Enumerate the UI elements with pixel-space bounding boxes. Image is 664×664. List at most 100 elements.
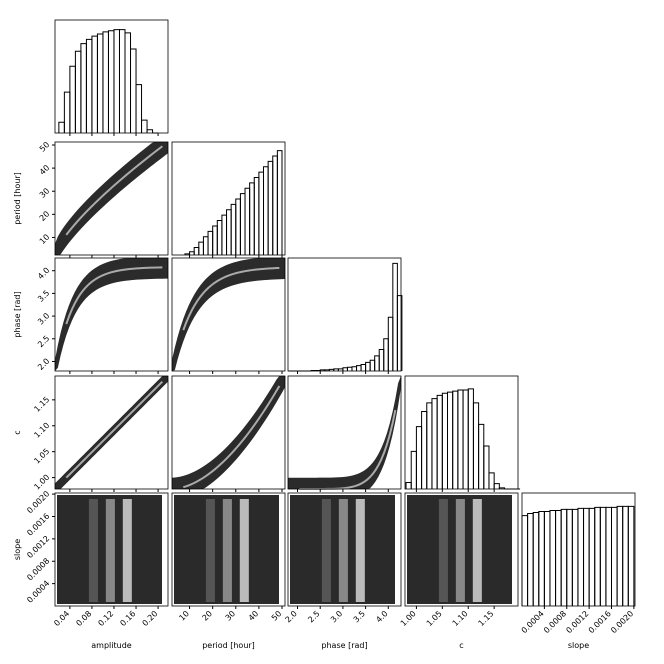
histogram-bin: [588, 507, 596, 606]
histogram-bin: [102, 31, 109, 133]
histogram-bin: [571, 508, 579, 606]
histogram-bin: [426, 402, 433, 489]
x-axis-label: period [hour]: [202, 641, 255, 650]
histogram-bin: [146, 129, 154, 133]
histogram-bin: [378, 348, 385, 371]
density-band: [355, 499, 365, 602]
y-tick-label: 0.0016: [25, 512, 51, 538]
x-axis-label: c: [459, 641, 463, 650]
y-tick-label: 1.00: [32, 473, 51, 492]
histogram-bin: [226, 209, 232, 255]
histogram-bin: [130, 48, 137, 133]
y-axis-label: c: [13, 430, 22, 434]
histogram-bin: [488, 472, 495, 489]
panel-frame: [404, 492, 519, 607]
panel-frame: [54, 257, 169, 372]
density-band: [105, 499, 115, 602]
histogram-bin: [577, 507, 585, 606]
histogram-bin: [441, 392, 449, 489]
density-contour: [182, 266, 280, 331]
x-tick-label: 2.5: [306, 609, 321, 624]
panel-frame: [404, 375, 519, 490]
histogram-bin: [239, 193, 246, 255]
x-tick-label: 4.0: [374, 609, 389, 624]
density-band: [321, 499, 331, 602]
density-band: [122, 499, 132, 602]
histogram-bin: [58, 121, 65, 133]
histogram-bin: [85, 38, 93, 133]
histogram-bin: [543, 510, 551, 606]
x-tick-label: 2.0: [284, 609, 299, 624]
density-band: [88, 499, 98, 602]
histogram-bin: [258, 171, 265, 255]
y-tick-label: 0.0020: [25, 489, 51, 515]
histogram-bin: [202, 236, 209, 255]
density: [172, 376, 285, 489]
x-axis-label: slope: [568, 641, 589, 650]
histogram-bin: [457, 389, 464, 489]
x-tick-label: 0.20: [141, 609, 160, 628]
density-contour: [65, 380, 164, 479]
x-tick-label: 0.12: [96, 609, 115, 628]
histogram-bin: [447, 391, 454, 489]
histogram-bin: [462, 389, 469, 489]
histogram-bin: [244, 187, 251, 255]
histogram-bin: [263, 166, 269, 255]
histogram-bin: [527, 513, 534, 606]
histogram-bin: [599, 506, 607, 606]
density-contour: [65, 145, 163, 236]
x-axis-label: phase [rad]: [321, 641, 367, 650]
x-tick-label: 0.04: [52, 609, 71, 628]
density-band: [338, 499, 348, 602]
histogram-bin: [396, 295, 403, 371]
histogram-bin: [415, 426, 423, 489]
histogram-bin: [74, 50, 82, 133]
x-tick-label: 1.00: [399, 609, 418, 628]
y-tick-label: 10: [38, 232, 52, 246]
histogram-bin: [342, 367, 348, 371]
panel-frame: [287, 375, 402, 490]
y-tick-label: 1.15: [32, 395, 51, 414]
histogram-bin: [538, 510, 545, 606]
histogram-bin: [493, 483, 500, 489]
density-contour: [183, 385, 281, 489]
histogram-bin: [421, 411, 428, 489]
y-tick-label: 4.0: [36, 266, 51, 281]
y-axis-label: slope: [13, 539, 22, 560]
histogram-bin: [583, 507, 590, 606]
histogram-bin: [566, 508, 573, 606]
histogram-bin: [360, 364, 367, 371]
histogram-bin: [253, 177, 260, 255]
histogram-bin: [478, 423, 485, 489]
x-tick-label: 40: [247, 609, 261, 623]
histogram-bin: [498, 487, 506, 489]
histogram-bin: [207, 230, 214, 255]
panel-frame: [54, 375, 169, 490]
histogram-bin: [212, 225, 218, 255]
histogram-bin: [627, 505, 635, 606]
y-axis-label: period [hour]: [13, 172, 22, 225]
histogram-bin: [472, 402, 480, 489]
y-axis-label: phase [rad]: [13, 291, 22, 337]
panel-frame: [54, 141, 169, 256]
density-band: [239, 499, 249, 602]
histogram-bin: [405, 482, 412, 489]
histogram-bin: [532, 512, 540, 606]
density-band: [455, 499, 465, 602]
histogram-bin: [107, 30, 115, 133]
histogram-bin: [365, 361, 371, 371]
x-tick-label: 0.08: [74, 609, 93, 628]
y-tick-label: 30: [38, 186, 52, 200]
density-band: [472, 499, 482, 602]
x-tick-label: 0.0020: [609, 609, 635, 635]
histogram-bin: [276, 150, 283, 255]
histogram-bin: [521, 515, 529, 606]
y-tick-label: 3.5: [36, 288, 51, 303]
histogram-bin: [560, 508, 568, 606]
histogram-bin: [63, 91, 71, 133]
panel-frame: [54, 19, 169, 134]
y-tick-label: 3.0: [36, 311, 51, 326]
histogram-bin: [193, 246, 200, 255]
density: [172, 258, 285, 371]
